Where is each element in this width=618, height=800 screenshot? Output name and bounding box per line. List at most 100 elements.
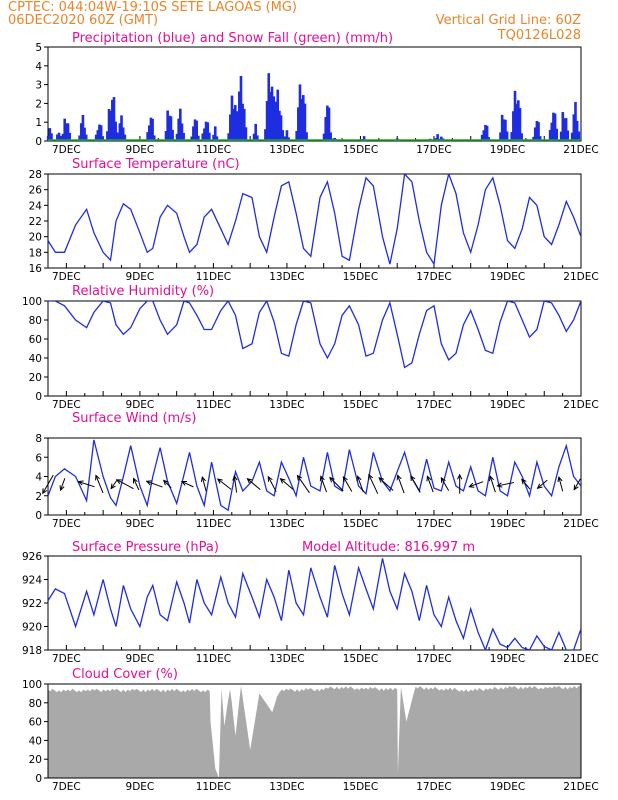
precip-bar — [192, 126, 195, 141]
wind-arrow-head — [95, 474, 100, 481]
wind-arrow-head — [110, 483, 116, 490]
wind-arrow — [410, 475, 421, 493]
precip-bar — [555, 128, 559, 141]
x-tick-label: 17DEC — [416, 781, 451, 793]
precip-bar — [63, 118, 67, 141]
precip-bar — [279, 115, 283, 141]
precip-bar — [94, 134, 98, 141]
wind-arrow — [133, 478, 140, 491]
wind-arrow-head — [573, 484, 579, 491]
wind-arrow-head — [267, 475, 273, 482]
y-tick-label: 922 — [22, 598, 42, 610]
precip-bar — [111, 99, 114, 141]
cloud-cover-area — [48, 685, 581, 778]
y-tick-label: 24 — [29, 200, 43, 212]
precip-bar — [515, 103, 518, 141]
wind-arrow — [247, 478, 261, 490]
x-tick-label: 19DEC — [490, 781, 525, 793]
y-tick-label: 4 — [35, 472, 42, 484]
wind-arrow — [280, 478, 294, 490]
wind-arrow-head — [232, 474, 238, 481]
y-tick-label: 60 — [29, 334, 42, 346]
x-tick-label: 11DEC — [196, 399, 231, 411]
x-tick-label: 11DEC — [196, 271, 231, 283]
wind-arrow-head — [342, 475, 348, 482]
panel-title: Cloud Cover (%) — [72, 667, 178, 682]
precip-bar — [201, 133, 205, 141]
precip-bar — [46, 135, 50, 141]
precip-bar — [500, 114, 504, 141]
precip-bar — [232, 108, 235, 141]
precip-bar — [96, 130, 100, 141]
series-line — [48, 174, 581, 266]
x-tick-label: 15DEC — [343, 399, 378, 411]
precip-bar — [208, 132, 211, 141]
x-tick-label: 11DEC — [196, 781, 231, 793]
precip-bar — [106, 131, 109, 141]
wind-arrow-head — [115, 479, 122, 485]
precip-bar — [440, 136, 443, 141]
wind-arrow — [426, 476, 434, 493]
x-tick-label: 7DEC — [52, 518, 81, 530]
wind-arrow-head — [319, 475, 325, 482]
precip-bar — [116, 135, 120, 141]
precip-bar — [271, 129, 275, 141]
precip-bar — [182, 132, 185, 141]
x-tick-label: 17DEC — [416, 653, 451, 665]
precip-bar — [487, 137, 491, 141]
precip-bar — [513, 90, 517, 141]
precip-bar — [61, 133, 65, 141]
precip-bar — [190, 136, 194, 141]
x-tick-label: 9DEC — [126, 271, 155, 283]
precip-bar — [518, 107, 522, 141]
precip-bar — [149, 117, 153, 141]
wind-arrow — [146, 480, 163, 488]
precip-bar — [287, 137, 290, 141]
y-tick-label: 20 — [29, 372, 42, 384]
precip-bar — [166, 110, 169, 141]
panel-title: Surface Wind (m/s) — [72, 411, 196, 426]
y-tick-label: 920 — [22, 622, 42, 634]
wind-arrow-head — [468, 482, 475, 488]
wind-arrow — [497, 481, 514, 487]
precip-bar — [575, 120, 579, 141]
y-tick-label: 80 — [29, 698, 42, 710]
y-tick-label: 926 — [22, 551, 42, 563]
plot-frame — [47, 173, 582, 269]
precip-bar — [572, 114, 576, 141]
x-tick-label: 21DEC — [563, 144, 598, 156]
precip-bar — [269, 91, 272, 141]
precip-bar — [327, 107, 331, 141]
precip-bar — [281, 130, 285, 141]
wind-arrow-head — [368, 473, 374, 480]
panel-1: Precipitation (blue) and Snow Fall (gree… — [35, 31, 598, 156]
x-tick-label: 9DEC — [126, 781, 155, 793]
precip-bar — [484, 124, 487, 141]
precip-bar — [537, 122, 540, 141]
precip-bar — [123, 134, 127, 141]
precip-bar — [107, 109, 111, 141]
precip-bar — [197, 135, 200, 141]
x-tick-label: 11DEC — [196, 518, 231, 530]
wind-arrow — [440, 477, 450, 491]
precip-bar — [168, 115, 171, 141]
precip-bar — [101, 137, 105, 141]
x-tick-label: 21DEC — [563, 518, 598, 530]
panel-2: Surface Temperature (nC) 16 18 20 22 24 26 28 7D… — [29, 157, 599, 283]
wind-arrow — [42, 474, 54, 494]
y-tick-label: 20 — [29, 754, 42, 766]
precip-bar — [99, 125, 103, 141]
precip-bar — [57, 132, 61, 141]
panel-subtitle: Model Altitude: 816.997 m — [302, 540, 475, 555]
wind-arrow — [267, 476, 277, 492]
wind-arrow-head — [378, 477, 385, 483]
y-tick-label: 3 — [35, 80, 42, 92]
precip-bar — [78, 135, 81, 141]
wind-arrow — [110, 479, 118, 489]
precip-bar — [301, 95, 305, 141]
wind-arrow — [78, 481, 95, 488]
y-tick-label: 918 — [22, 645, 42, 657]
wind-arrow-head — [162, 479, 169, 486]
x-tick-label: 13DEC — [269, 144, 304, 156]
x-tick-label: 19DEC — [490, 144, 525, 156]
